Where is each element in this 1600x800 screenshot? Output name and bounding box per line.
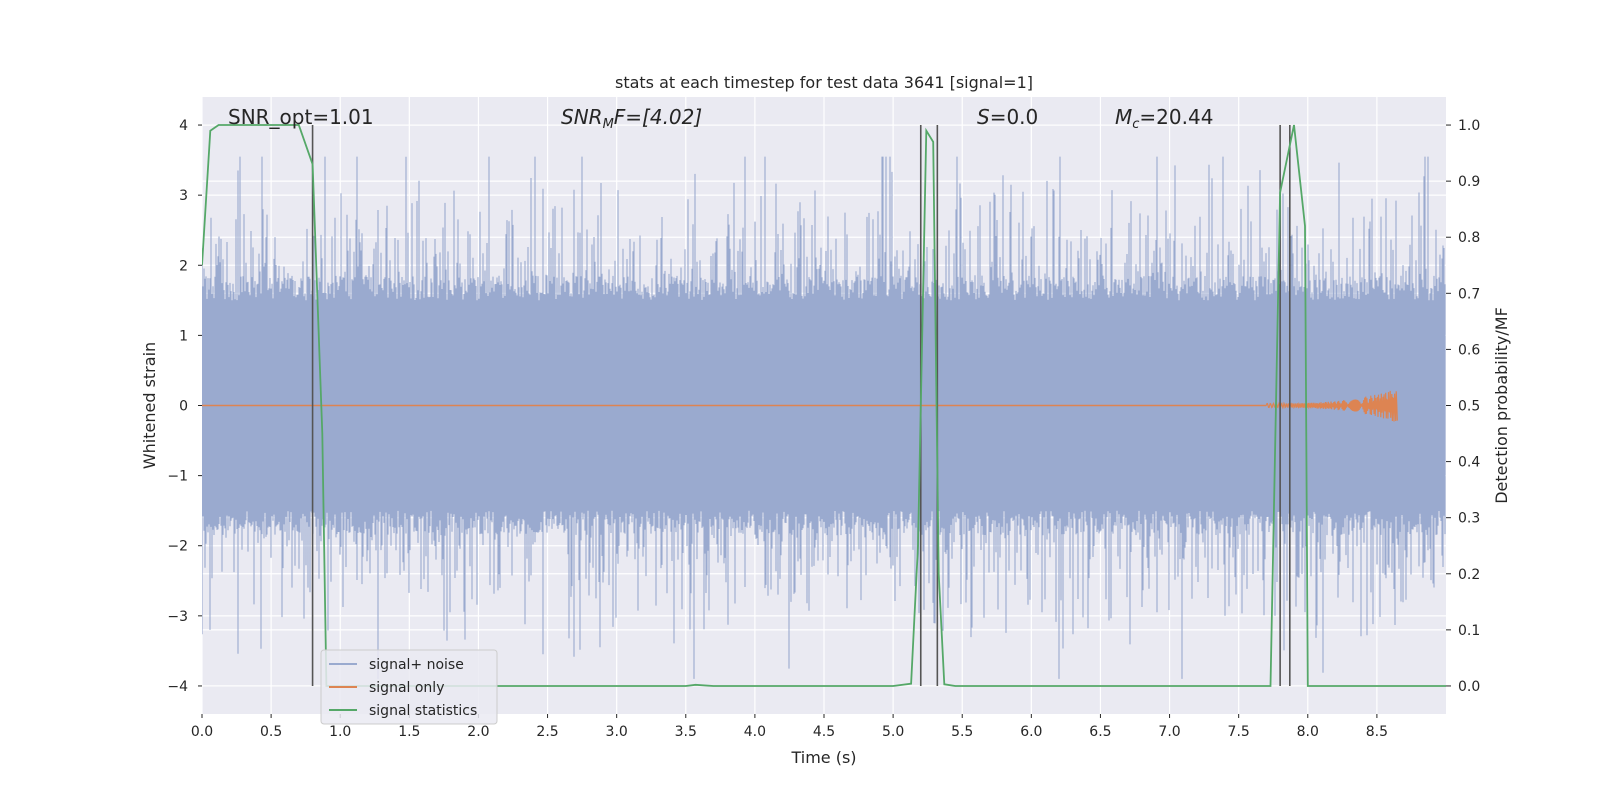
annotation-s-value: =0.0 (990, 105, 1039, 129)
x-tick-label: 0.0 (191, 724, 213, 740)
y2-tick-label: 0.5 (1458, 399, 1480, 415)
y2-tick-label: 0.2 (1458, 567, 1480, 583)
annotation-snr-opt: SNR_opt=1.01 (228, 105, 374, 129)
x-tick-label: 6.0 (1020, 724, 1042, 740)
signal-only-chirp (1265, 390, 1398, 422)
signal-statistics-line (202, 124, 1446, 687)
x-tick-label: 1.0 (329, 724, 351, 740)
y2-tick-label: 0.7 (1458, 286, 1480, 302)
x-tick-label: 1.5 (398, 724, 420, 740)
y2-tick-label: 1.0 (1458, 118, 1480, 134)
x-tick-label: 5.0 (882, 724, 904, 740)
y-tick-label: −3 (167, 609, 188, 625)
y2-tick-label: 0.9 (1458, 174, 1480, 190)
chart-title: stats at each timestep for test data 364… (615, 73, 1033, 92)
x-tick-label: 3.5 (675, 724, 697, 740)
legend: signal+ noise signal only signal statistic… (320, 649, 498, 725)
x-tick-label: 3.0 (606, 724, 628, 740)
annotation-snr-mf-value: F=[4.02] (614, 105, 702, 129)
x-tick-label: 2.0 (467, 724, 489, 740)
plot-area (202, 124, 1446, 687)
y2-tick-label: 0.1 (1458, 623, 1480, 639)
annotation-snr-mf-symbol: SNR (561, 105, 603, 129)
y-tick-label: 3 (179, 188, 188, 204)
y-axis-label: Whitened strain (140, 342, 159, 469)
y-tick-label: −1 (167, 469, 188, 485)
legend-box (320, 649, 498, 725)
annotation-mc-subscript: c (1132, 117, 1139, 132)
x-tick-label: 5.5 (951, 724, 973, 740)
y-tick-label: −4 (167, 679, 188, 695)
y2-axis-label: Detection probability/MF (1492, 307, 1511, 504)
legend-label: signal statistics (369, 703, 477, 719)
x-tick-label: 0.5 (260, 724, 282, 740)
y-tick-label: 4 (179, 118, 188, 134)
x-tick-label: 7.0 (1158, 724, 1180, 740)
y-tick-label: 0 (179, 399, 188, 415)
x-tick-label: 7.5 (1228, 724, 1250, 740)
y2-tick-label: 0.0 (1458, 679, 1480, 695)
x-axis-label: Time (s) (790, 748, 856, 767)
y2-tick-label: 0.8 (1458, 230, 1480, 246)
y-tick-label: 2 (179, 258, 188, 274)
annotation-mc-symbol: M (1115, 105, 1132, 129)
annotation-mc-value: =20.44 (1139, 105, 1213, 129)
annotation-s: S=0.0 (977, 105, 1038, 129)
y2-tick-label: 0.4 (1458, 455, 1480, 471)
y-tick-label: 1 (179, 328, 188, 344)
annotation-mc: Mc=20.44 (1115, 105, 1213, 132)
legend-label: signal+ noise (369, 657, 464, 673)
series-signal-only (202, 390, 1398, 422)
x-tick-label: 8.5 (1366, 724, 1388, 740)
x-tick-label: 4.5 (813, 724, 835, 740)
y-tick-label: −2 (167, 539, 188, 555)
x-tick-label: 4.0 (744, 724, 766, 740)
x-tick-label: 6.5 (1089, 724, 1111, 740)
x-tick-label: 2.5 (536, 724, 558, 740)
axes: 0.0 0.5 1.0 1.5 2.0 2.5 3.0 3.5 4.0 4.5 5.0 5.5 6.0 6… (167, 118, 1480, 740)
legend-label: signal only (369, 680, 444, 696)
y2-tick-label: 0.6 (1458, 342, 1480, 358)
series-signal-statistics (202, 124, 1446, 687)
annotation-snr-mf: SNRMF=[4.02] (561, 105, 702, 132)
annotation-s-symbol: S (977, 105, 990, 129)
y2-tick-label: 0.3 (1458, 511, 1480, 527)
annotation-snr-mf-subscript: M (603, 117, 614, 132)
x-tick-label: 8.0 (1297, 724, 1319, 740)
